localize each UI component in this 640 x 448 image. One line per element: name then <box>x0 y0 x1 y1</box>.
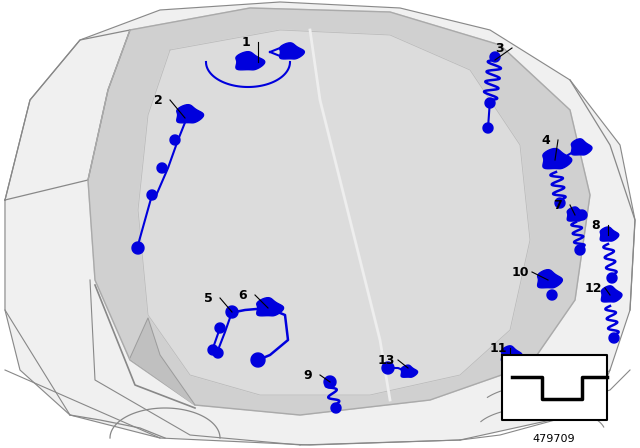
Text: 5: 5 <box>204 292 212 305</box>
Polygon shape <box>251 353 265 367</box>
Polygon shape <box>280 43 305 59</box>
Polygon shape <box>490 52 500 62</box>
Polygon shape <box>510 388 520 398</box>
Polygon shape <box>572 139 592 155</box>
Polygon shape <box>257 297 284 316</box>
Text: 2: 2 <box>154 94 163 107</box>
Polygon shape <box>324 376 336 388</box>
Polygon shape <box>215 323 225 333</box>
Text: 13: 13 <box>378 353 395 366</box>
Polygon shape <box>88 8 590 415</box>
Polygon shape <box>607 273 617 283</box>
Text: 10: 10 <box>511 266 529 279</box>
Text: 8: 8 <box>592 219 600 232</box>
Polygon shape <box>602 286 622 302</box>
Polygon shape <box>226 306 238 318</box>
Polygon shape <box>575 245 585 255</box>
Text: 11: 11 <box>489 341 507 354</box>
Polygon shape <box>577 210 587 220</box>
Text: 7: 7 <box>554 198 563 211</box>
Polygon shape <box>501 346 522 362</box>
Polygon shape <box>503 356 606 419</box>
Polygon shape <box>130 318 195 405</box>
Polygon shape <box>132 242 144 254</box>
Text: 3: 3 <box>496 42 504 55</box>
Text: 6: 6 <box>239 289 247 302</box>
Polygon shape <box>5 2 635 445</box>
Polygon shape <box>609 333 619 343</box>
Polygon shape <box>382 362 394 374</box>
Polygon shape <box>177 105 204 123</box>
Polygon shape <box>138 30 530 395</box>
Polygon shape <box>236 52 265 70</box>
Polygon shape <box>600 227 619 241</box>
Polygon shape <box>555 198 565 208</box>
Polygon shape <box>483 123 493 133</box>
Text: 1: 1 <box>242 35 250 48</box>
Polygon shape <box>401 365 418 377</box>
Polygon shape <box>170 135 180 145</box>
Polygon shape <box>543 149 572 169</box>
Polygon shape <box>567 207 586 221</box>
Polygon shape <box>485 98 495 108</box>
Polygon shape <box>147 190 157 200</box>
Polygon shape <box>208 345 218 355</box>
Polygon shape <box>547 290 557 300</box>
Text: 12: 12 <box>584 281 602 294</box>
Polygon shape <box>538 270 563 288</box>
Text: 479709: 479709 <box>532 434 575 444</box>
Polygon shape <box>331 403 341 413</box>
Text: 4: 4 <box>541 134 550 146</box>
Polygon shape <box>213 348 223 358</box>
Polygon shape <box>157 163 167 173</box>
Text: 9: 9 <box>304 369 312 382</box>
